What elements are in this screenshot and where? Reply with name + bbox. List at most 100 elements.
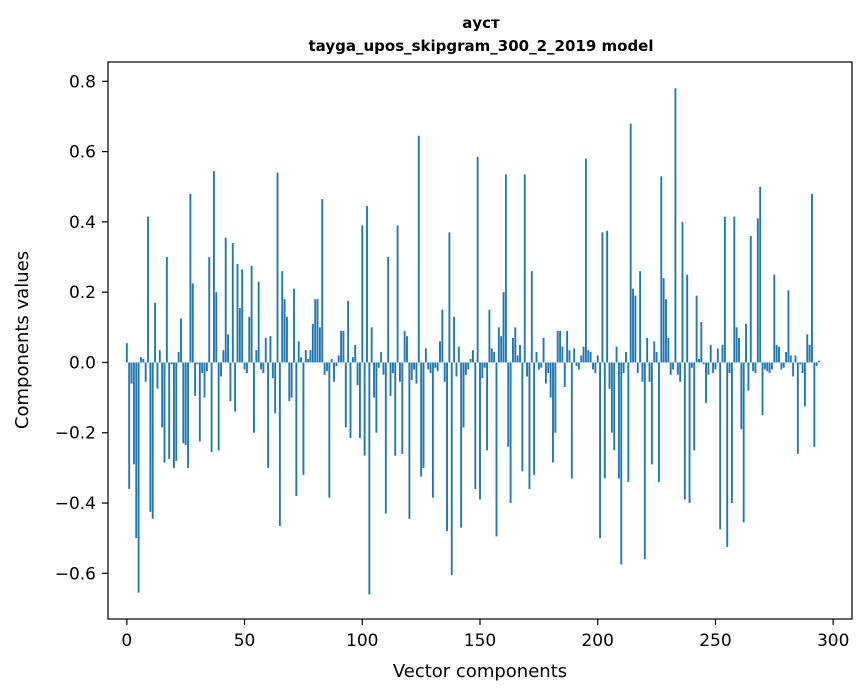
y-tick-label: −0.4 — [55, 494, 96, 514]
bar-45 — [231, 242, 234, 363]
bar-277 — [778, 346, 780, 363]
bar-32 — [201, 362, 204, 373]
bar-281 — [787, 290, 790, 363]
bar-242 — [695, 295, 698, 363]
bar-177 — [542, 337, 545, 363]
bar-146 — [469, 358, 472, 363]
bar-2 — [130, 362, 133, 384]
bar-59 — [264, 337, 267, 363]
bar-95 — [349, 362, 352, 439]
bar-188 — [568, 350, 571, 363]
bar-214 — [629, 123, 632, 363]
y-axis-label: Components values — [12, 251, 33, 429]
bar-252 — [719, 362, 722, 530]
bar-265 — [749, 235, 752, 363]
bar-231 — [669, 362, 672, 375]
bar-1 — [128, 362, 131, 489]
bar-230 — [667, 337, 670, 363]
bar-234 — [676, 362, 679, 375]
bar-279 — [782, 362, 785, 368]
bar-217 — [636, 362, 639, 373]
bar-259 — [735, 327, 738, 363]
bar-164 — [512, 337, 514, 363]
bar-4 — [135, 362, 138, 539]
bar-227 — [660, 176, 663, 363]
bar-191 — [575, 362, 578, 366]
x-tick-label: 250 — [699, 631, 731, 651]
bar-153 — [486, 362, 488, 451]
bar-240 — [690, 362, 693, 368]
bar-195 — [585, 158, 587, 363]
bar-56 — [257, 281, 260, 363]
bar-61 — [269, 336, 272, 363]
bar-255 — [726, 362, 729, 547]
bar-223 — [650, 362, 653, 465]
bar-91 — [340, 330, 343, 363]
bar-140 — [455, 362, 458, 377]
bar-232 — [672, 362, 674, 370]
bar-8 — [144, 362, 147, 382]
bar-186 — [563, 362, 566, 388]
bar-7 — [142, 358, 145, 363]
bar-104 — [370, 327, 373, 363]
bar-37 — [213, 170, 215, 363]
bar-286 — [799, 362, 802, 365]
bar-207 — [613, 362, 616, 451]
bar-29 — [194, 362, 197, 396]
bar-12 — [154, 302, 157, 363]
y-tick-label: 0.8 — [69, 72, 96, 92]
bar-284 — [794, 355, 797, 363]
bar-68 — [285, 316, 288, 363]
bar-233 — [674, 88, 677, 363]
bar-10 — [149, 362, 152, 512]
bar-201 — [599, 362, 602, 539]
bar-123 — [415, 362, 418, 384]
bar-142 — [460, 362, 463, 528]
bar-243 — [698, 358, 700, 363]
bar-249 — [712, 362, 715, 373]
bar-5 — [137, 362, 140, 593]
bar-94 — [347, 300, 350, 363]
bar-50 — [243, 362, 246, 370]
bar-136 — [446, 362, 448, 532]
bar-273 — [768, 362, 771, 373]
bar-254 — [723, 216, 726, 363]
bar-198 — [592, 362, 594, 370]
bar-121 — [410, 362, 413, 381]
bar-105 — [373, 362, 375, 398]
bar-20 — [172, 362, 175, 468]
bar-118 — [403, 330, 406, 363]
bar-90 — [337, 355, 340, 363]
bar-124 — [417, 135, 420, 363]
bar-213 — [627, 362, 630, 482]
bar-113 — [391, 362, 394, 373]
bar-205 — [608, 362, 611, 389]
bar-112 — [389, 362, 392, 396]
bar-79 — [311, 323, 314, 363]
bar-73 — [297, 341, 300, 363]
bar-280 — [785, 351, 788, 363]
bar-189 — [570, 362, 573, 479]
bar-178 — [544, 362, 547, 384]
bar-163 — [509, 362, 512, 504]
bar-127 — [424, 348, 427, 363]
bar-250 — [714, 362, 717, 370]
bar-248 — [709, 344, 712, 363]
bar-54 — [253, 362, 255, 433]
plot-area-frame — [107, 61, 853, 620]
x-tick-label: 200 — [581, 631, 613, 651]
bar-122 — [413, 362, 416, 370]
bar-246 — [705, 362, 707, 403]
bar-24 — [182, 362, 185, 444]
bar-38 — [215, 292, 218, 363]
bar-134 — [441, 309, 444, 363]
bar-168 — [521, 362, 524, 472]
bar-21 — [175, 362, 178, 461]
bar-39 — [217, 362, 220, 451]
bar-176 — [540, 362, 543, 368]
bar-16 — [163, 362, 166, 463]
bar-206 — [610, 362, 613, 433]
bar-229 — [665, 299, 667, 363]
y-tick-label: −0.2 — [55, 424, 96, 444]
